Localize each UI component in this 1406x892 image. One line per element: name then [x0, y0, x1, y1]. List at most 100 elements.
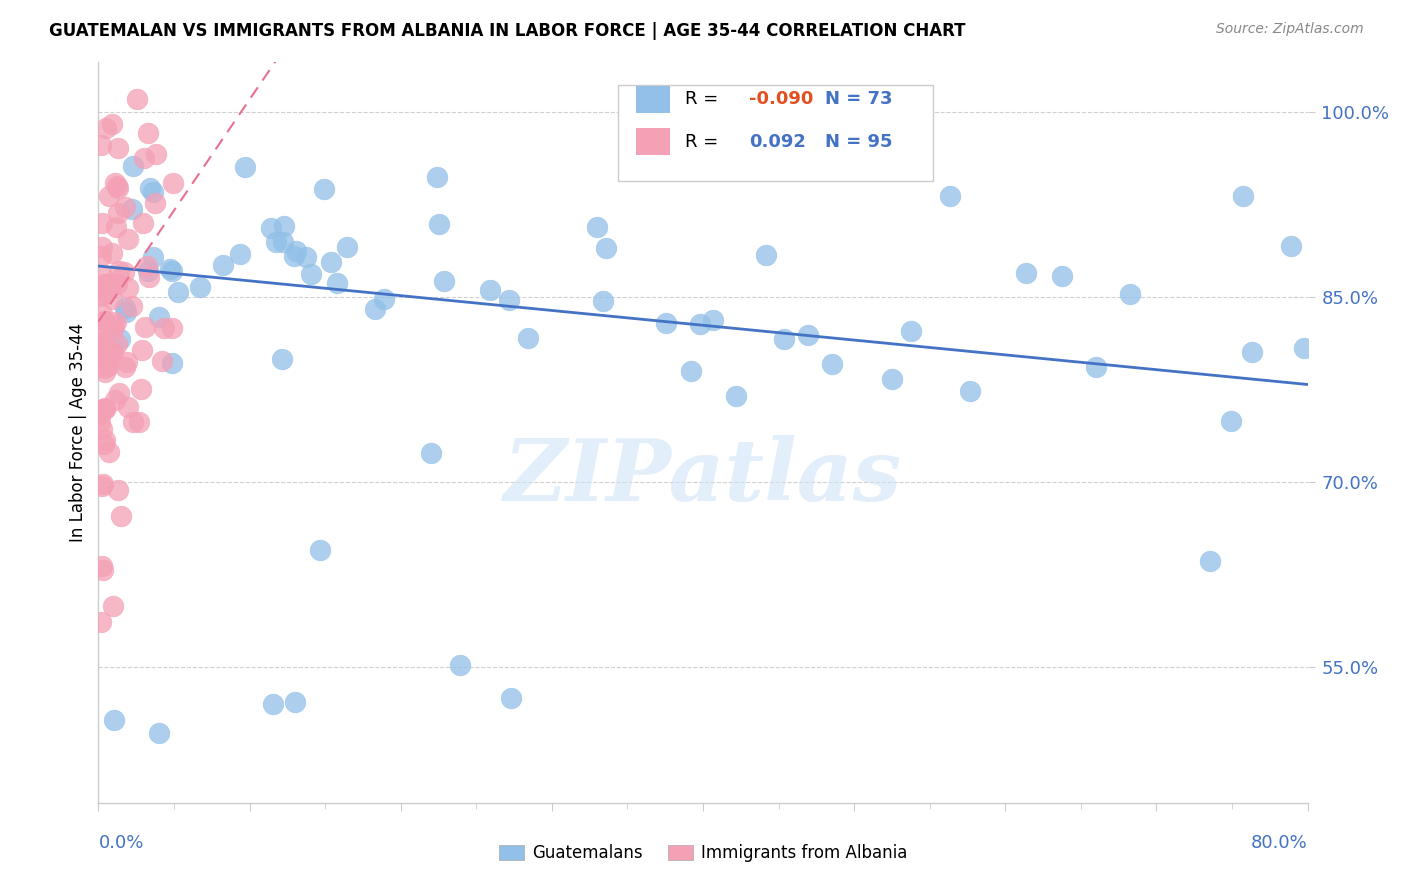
Point	[1241, 345, 1264, 359]
Point	[94, 345, 117, 359]
Point	[104, 392, 127, 407]
Point	[284, 696, 307, 710]
Point	[285, 244, 308, 259]
Point	[655, 316, 678, 330]
Point	[89, 415, 111, 429]
Point	[101, 599, 124, 613]
Point	[148, 726, 170, 740]
Point	[100, 246, 122, 260]
Point	[107, 181, 129, 195]
Point	[93, 334, 115, 348]
Point	[299, 267, 322, 281]
Point	[93, 344, 115, 359]
Point	[153, 321, 176, 335]
Point	[94, 402, 117, 417]
Text: 80.0%: 80.0%	[1251, 834, 1308, 852]
Point	[295, 251, 318, 265]
Point	[101, 345, 124, 359]
Point	[159, 261, 181, 276]
Point	[91, 402, 114, 417]
Point	[212, 258, 235, 272]
Point	[595, 241, 617, 255]
Point	[266, 235, 288, 249]
Point	[1232, 188, 1254, 202]
Point	[188, 280, 211, 294]
Point	[90, 249, 112, 263]
Point	[90, 338, 112, 352]
Point	[115, 304, 138, 318]
Point	[90, 422, 112, 436]
Text: Source: ZipAtlas.com: Source: ZipAtlas.com	[1216, 22, 1364, 37]
Point	[117, 281, 139, 295]
FancyBboxPatch shape	[637, 86, 671, 112]
Point	[105, 179, 128, 194]
Point	[101, 117, 124, 131]
Text: -0.090: -0.090	[749, 90, 813, 108]
Point	[93, 436, 115, 450]
Point	[273, 235, 295, 249]
Point	[689, 317, 711, 331]
Point	[160, 264, 183, 278]
Point	[101, 346, 124, 360]
Point	[131, 216, 153, 230]
Y-axis label: In Labor Force | Age 35-44: In Labor Force | Age 35-44	[69, 323, 87, 542]
Point	[821, 357, 844, 371]
Point	[90, 278, 112, 293]
Point	[90, 138, 112, 153]
Point	[94, 365, 117, 379]
Point	[107, 206, 129, 220]
Point	[702, 312, 724, 326]
Point	[105, 219, 128, 234]
Point	[91, 216, 114, 230]
Point	[94, 401, 117, 415]
Point	[103, 318, 125, 333]
Point	[336, 240, 359, 254]
Point	[108, 385, 131, 400]
Point	[100, 278, 122, 293]
Point	[1198, 554, 1220, 568]
Point	[142, 185, 165, 199]
Point	[499, 690, 522, 705]
Point	[128, 416, 150, 430]
Point	[592, 294, 614, 309]
Point	[586, 219, 609, 234]
Point	[162, 177, 184, 191]
Point	[90, 348, 112, 362]
Point	[91, 269, 114, 284]
Text: GUATEMALAN VS IMMIGRANTS FROM ALBANIA IN LABOR FORCE | AGE 35-44 CORRELATION CHA: GUATEMALAN VS IMMIGRANTS FROM ALBANIA IN…	[49, 22, 966, 40]
Point	[97, 444, 120, 458]
Point	[103, 714, 125, 728]
Point	[101, 321, 124, 335]
Point	[135, 259, 157, 273]
Point	[94, 313, 117, 327]
Point	[132, 151, 155, 165]
Text: R =: R =	[685, 133, 724, 151]
Text: 0.0%: 0.0%	[98, 834, 143, 852]
Point	[90, 240, 112, 254]
Point	[94, 277, 117, 291]
Point	[136, 263, 159, 277]
Point	[773, 332, 796, 346]
Point	[426, 169, 449, 184]
Point	[1292, 341, 1315, 355]
Point	[308, 542, 330, 557]
Point	[117, 232, 139, 246]
Point	[134, 319, 156, 334]
Point	[319, 255, 342, 269]
Point	[882, 372, 904, 386]
Point	[260, 220, 283, 235]
Point	[93, 282, 115, 296]
Point	[1220, 414, 1243, 428]
Point	[94, 433, 117, 447]
Point	[93, 352, 115, 367]
Point	[479, 283, 502, 297]
Point	[283, 248, 305, 262]
Point	[121, 416, 143, 430]
Point	[117, 400, 139, 414]
Point	[427, 217, 450, 231]
Point	[679, 364, 702, 378]
Point	[125, 93, 148, 107]
Point	[326, 276, 349, 290]
Point	[1279, 239, 1302, 253]
Point	[271, 351, 294, 366]
